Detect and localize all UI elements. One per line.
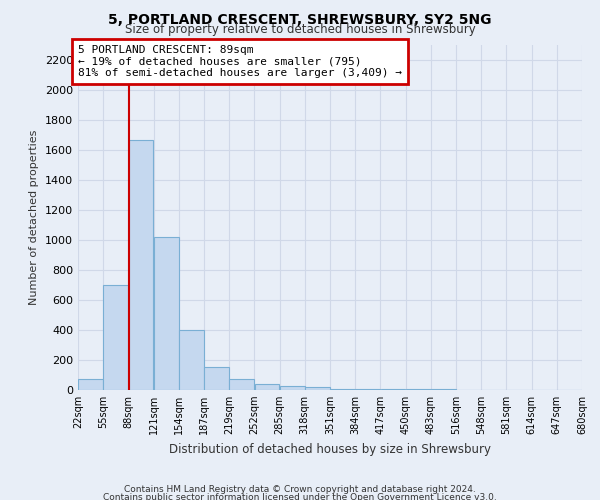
Bar [78, 379, 103, 390]
Bar [179, 330, 204, 390]
Bar [128, 140, 154, 390]
Bar [103, 285, 128, 390]
Bar [254, 384, 280, 390]
Bar [431, 389, 456, 390]
Y-axis label: Number of detached properties: Number of detached properties [29, 130, 40, 305]
Bar [305, 387, 330, 390]
Bar [280, 386, 305, 390]
Text: Contains public sector information licensed under the Open Government Licence v3: Contains public sector information licen… [103, 493, 497, 500]
Text: 5 PORTLAND CRESCENT: 89sqm
← 19% of detached houses are smaller (795)
81% of sem: 5 PORTLAND CRESCENT: 89sqm ← 19% of deta… [78, 45, 402, 78]
Text: Size of property relative to detached houses in Shrewsbury: Size of property relative to detached ho… [125, 24, 475, 36]
Text: Contains HM Land Registry data © Crown copyright and database right 2024.: Contains HM Land Registry data © Crown c… [124, 485, 476, 494]
Bar [154, 237, 179, 390]
X-axis label: Distribution of detached houses by size in Shrewsbury: Distribution of detached houses by size … [169, 442, 491, 456]
Bar [229, 379, 254, 390]
Bar [406, 389, 431, 390]
Text: 5, PORTLAND CRESCENT, SHREWSBURY, SY2 5NG: 5, PORTLAND CRESCENT, SHREWSBURY, SY2 5N… [108, 12, 492, 26]
Bar [204, 367, 229, 390]
Bar [355, 389, 380, 390]
Bar [380, 389, 406, 390]
Bar [330, 388, 355, 390]
